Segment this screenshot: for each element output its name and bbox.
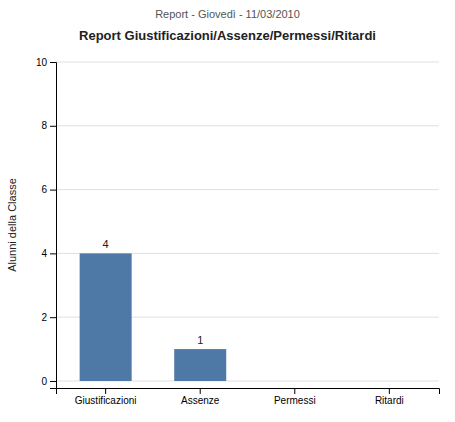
tick: Giustificazioni bbox=[75, 388, 137, 406]
grid-line bbox=[56, 125, 439, 126]
tick-mark bbox=[105, 388, 106, 394]
tick-mark bbox=[50, 126, 56, 127]
tick-label: 2 bbox=[41, 312, 47, 323]
bar bbox=[80, 253, 132, 381]
axis-line bbox=[50, 63, 57, 389]
tick-label: 6 bbox=[41, 184, 47, 195]
tick-label: 0 bbox=[41, 376, 47, 387]
tick-mark bbox=[50, 381, 56, 382]
tick: 10 bbox=[36, 57, 56, 68]
tick: Ritardi bbox=[375, 388, 404, 406]
subtitle: Report - Giovedì - 11/03/2010 bbox=[155, 8, 300, 20]
tick: 8 bbox=[41, 120, 56, 131]
data-label: 4 bbox=[103, 238, 109, 250]
title: Report Giustificazioni/Assenze/Permessi/… bbox=[79, 28, 376, 43]
tick-label: Assenze bbox=[181, 395, 220, 406]
x-axis: Giustificazioni Assenze Permessi Ritardi bbox=[57, 388, 440, 406]
tick: Assenze bbox=[181, 388, 220, 406]
tick: 0 bbox=[41, 376, 56, 387]
tick-label: 4 bbox=[41, 248, 47, 259]
tick-mark bbox=[50, 253, 56, 254]
bars bbox=[80, 253, 227, 381]
grid-line bbox=[56, 62, 439, 63]
y-axis: 0 2 4 6 8 10 bbox=[36, 57, 57, 389]
data-label: 1 bbox=[197, 334, 203, 346]
tick-mark bbox=[50, 317, 56, 318]
tick-mark bbox=[389, 388, 390, 394]
plot: 410246810GiustificazioniAssenzePermessiR… bbox=[36, 57, 440, 406]
tick-mark bbox=[50, 62, 56, 63]
tick-label: Giustificazioni bbox=[75, 395, 137, 406]
tick: 4 bbox=[41, 248, 56, 259]
grid-line bbox=[56, 189, 439, 190]
tick-mark bbox=[50, 190, 56, 191]
y-axis-title: Alunni della Classe bbox=[6, 178, 18, 272]
axis-line bbox=[57, 389, 440, 395]
chart: Report - Giovedì - 11/03/2010 Report Gius… bbox=[0, 0, 455, 422]
bar bbox=[363, 380, 415, 381]
grid bbox=[56, 62, 439, 381]
tick-mark bbox=[294, 388, 295, 394]
tick-label: 10 bbox=[36, 57, 48, 68]
data-labels: 41 bbox=[103, 238, 204, 346]
tick-mark bbox=[200, 388, 201, 394]
tick-label: 8 bbox=[41, 120, 47, 131]
tick-label: Permessi bbox=[274, 395, 316, 406]
tick: Permessi bbox=[274, 388, 316, 406]
bar bbox=[269, 380, 321, 381]
bar bbox=[174, 349, 226, 381]
tick: 6 bbox=[41, 184, 56, 195]
tick: 2 bbox=[41, 312, 56, 323]
tick-label: Ritardi bbox=[375, 395, 404, 406]
